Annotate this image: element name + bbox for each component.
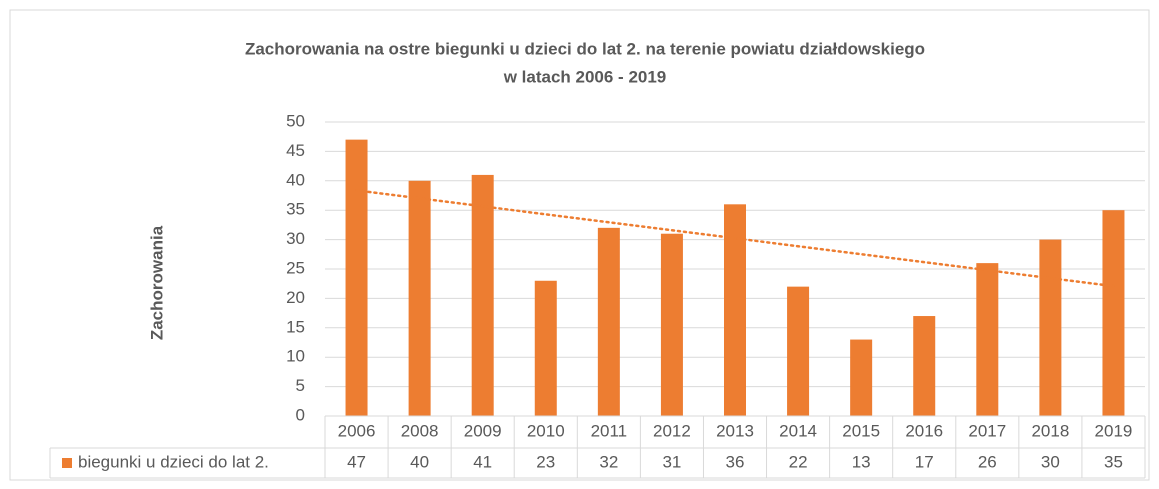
y-tick-label: 25	[286, 258, 305, 277]
table-value: 22	[789, 452, 808, 471]
bar	[1039, 239, 1062, 416]
x-tick-label: 2013	[716, 421, 754, 440]
x-tick-label: 2011	[591, 421, 628, 440]
y-tick-label: 40	[286, 170, 305, 189]
x-tick-label: 2016	[905, 421, 943, 440]
y-tick-label: 50	[286, 111, 305, 130]
table-value: 36	[726, 452, 745, 471]
x-tick-label: 2010	[527, 421, 565, 440]
legend-key	[62, 458, 72, 468]
table-value: 31	[662, 452, 681, 471]
x-tick-label: 2014	[779, 421, 817, 440]
bar	[976, 263, 999, 416]
y-tick-label: 35	[286, 200, 305, 219]
y-tick-label: 30	[286, 229, 305, 248]
bar	[597, 227, 620, 416]
table-value: 26	[978, 452, 997, 471]
bar	[787, 286, 810, 416]
table-value: 32	[599, 452, 618, 471]
x-tick-label: 2017	[968, 421, 1006, 440]
bar	[471, 174, 494, 416]
bar	[345, 139, 368, 416]
table-value: 47	[347, 452, 366, 471]
y-tick-label: 5	[296, 376, 305, 395]
table-value: 35	[1104, 452, 1123, 471]
x-tick-label: 2012	[653, 421, 691, 440]
table-value: 40	[410, 452, 429, 471]
chart-border	[9, 9, 1150, 481]
chart-title: Zachorowania na ostre biegunki u dzieci …	[245, 39, 925, 58]
legend-label: biegunki u dzieci do lat 2.	[78, 452, 269, 471]
y-tick-label: 45	[286, 141, 305, 160]
y-axis-label: Zachorowania	[147, 225, 166, 340]
table-value: 23	[536, 452, 555, 471]
x-tick-label: 2018	[1031, 421, 1069, 440]
table-value: 17	[915, 452, 934, 471]
x-tick-label: 2009	[464, 421, 502, 440]
bar	[913, 316, 936, 416]
bar	[724, 204, 746, 416]
table-value: 13	[852, 452, 871, 471]
bar	[850, 339, 873, 416]
bar	[660, 233, 683, 416]
y-tick-label: 15	[286, 317, 305, 336]
y-tick-label: 20	[286, 288, 305, 307]
chart-title: w latach 2006 - 2019	[503, 67, 667, 86]
trendline	[355, 189, 1115, 288]
y-tick-label: 0	[296, 405, 305, 424]
y-tick-label: 10	[286, 347, 305, 366]
x-tick-label: 2019	[1095, 421, 1133, 440]
x-tick-label: 2008	[401, 421, 439, 440]
bar	[1102, 210, 1125, 416]
x-tick-label: 2015	[842, 421, 880, 440]
bar	[534, 280, 557, 416]
table-value: 41	[473, 452, 492, 471]
bar	[408, 180, 431, 416]
table-value: 30	[1041, 452, 1060, 471]
x-tick-label: 2006	[338, 421, 376, 440]
